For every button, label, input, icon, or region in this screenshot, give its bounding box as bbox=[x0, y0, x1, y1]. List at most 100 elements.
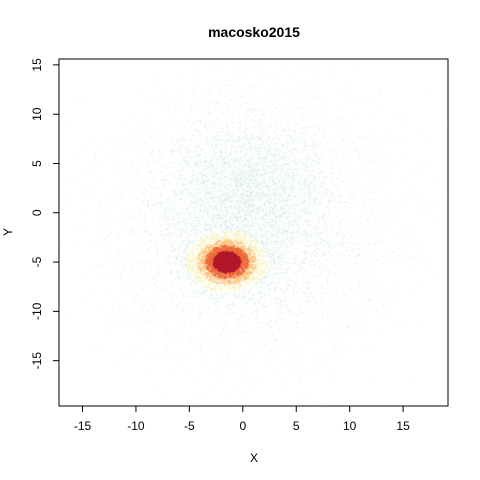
data-point bbox=[270, 359, 272, 362]
data-point bbox=[137, 141, 140, 144]
data-point bbox=[355, 242, 358, 245]
data-point bbox=[351, 141, 353, 144]
data-point bbox=[297, 177, 299, 180]
data-point bbox=[337, 147, 340, 150]
data-point bbox=[389, 220, 392, 223]
data-point bbox=[132, 117, 135, 120]
data-point bbox=[155, 285, 158, 288]
data-point bbox=[238, 197, 241, 199]
data-point bbox=[273, 240, 275, 242]
data-point bbox=[293, 211, 295, 214]
data-point bbox=[148, 161, 151, 164]
data-point bbox=[370, 179, 373, 182]
data-point bbox=[253, 302, 255, 305]
data-point bbox=[236, 126, 239, 129]
data-point bbox=[292, 236, 294, 239]
data-point bbox=[313, 191, 316, 194]
data-point bbox=[127, 127, 130, 130]
data-point bbox=[218, 224, 221, 227]
data-point bbox=[153, 324, 156, 326]
data-point bbox=[285, 230, 287, 233]
data-point bbox=[335, 107, 338, 110]
data-point bbox=[170, 285, 173, 287]
data-point bbox=[353, 274, 355, 277]
data-point bbox=[237, 322, 240, 325]
data-point bbox=[242, 209, 244, 212]
data-point bbox=[275, 339, 278, 342]
data-point bbox=[114, 315, 117, 318]
data-point bbox=[275, 322, 278, 325]
data-point bbox=[124, 357, 127, 359]
data-point bbox=[267, 172, 270, 175]
data-point bbox=[279, 307, 282, 310]
data-point bbox=[190, 225, 193, 228]
data-point bbox=[389, 303, 391, 306]
data-point bbox=[283, 181, 285, 184]
data-point bbox=[210, 296, 212, 299]
data-point bbox=[244, 135, 246, 138]
data-point bbox=[417, 253, 420, 256]
data-point bbox=[166, 241, 169, 243]
data-point bbox=[112, 164, 115, 167]
data-point bbox=[155, 206, 158, 208]
data-point bbox=[230, 311, 233, 314]
data-point bbox=[311, 205, 314, 208]
data-point bbox=[309, 112, 311, 115]
data-point bbox=[196, 181, 199, 184]
data-point bbox=[238, 360, 241, 363]
data-point bbox=[292, 179, 295, 182]
data-point bbox=[240, 145, 243, 147]
data-point bbox=[316, 241, 319, 244]
data-point bbox=[103, 278, 106, 281]
data-point bbox=[167, 257, 170, 260]
data-point bbox=[261, 238, 264, 240]
data-point bbox=[186, 208, 189, 211]
data-point bbox=[201, 175, 204, 178]
data-point bbox=[301, 279, 304, 282]
data-point bbox=[248, 292, 251, 295]
data-point bbox=[303, 184, 306, 187]
data-point bbox=[227, 114, 230, 117]
data-point bbox=[241, 197, 244, 200]
data-point bbox=[105, 225, 107, 228]
data-point bbox=[395, 292, 398, 295]
data-point bbox=[256, 197, 259, 200]
data-point bbox=[211, 93, 214, 96]
data-point bbox=[153, 204, 155, 207]
data-point bbox=[161, 306, 164, 309]
data-point bbox=[347, 231, 350, 234]
data-point bbox=[180, 256, 182, 258]
data-point bbox=[204, 327, 206, 330]
data-point bbox=[206, 228, 209, 231]
data-point bbox=[219, 121, 222, 123]
data-point bbox=[102, 275, 105, 277]
data-point bbox=[272, 159, 274, 162]
data-point bbox=[258, 229, 261, 231]
data-point bbox=[221, 283, 223, 286]
data-point bbox=[162, 182, 164, 185]
data-point bbox=[322, 312, 324, 315]
data-point bbox=[165, 348, 167, 351]
data-point bbox=[320, 287, 323, 290]
data-point bbox=[303, 230, 306, 233]
data-point bbox=[339, 118, 342, 121]
data-point bbox=[294, 214, 297, 216]
data-point bbox=[204, 229, 207, 231]
data-point bbox=[296, 163, 299, 166]
data-point bbox=[101, 225, 103, 228]
data-point bbox=[320, 272, 323, 274]
data-point bbox=[306, 86, 309, 89]
data-point bbox=[311, 242, 313, 245]
data-point bbox=[185, 279, 187, 281]
data-point bbox=[273, 340, 276, 343]
data-point bbox=[319, 258, 321, 260]
data-point bbox=[232, 237, 235, 240]
data-point bbox=[214, 238, 217, 241]
data-point bbox=[318, 127, 321, 130]
data-point bbox=[189, 151, 192, 153]
data-point bbox=[361, 209, 363, 212]
data-point bbox=[231, 162, 234, 165]
data-point bbox=[195, 200, 197, 203]
data-point bbox=[162, 274, 164, 277]
data-point bbox=[342, 125, 345, 127]
